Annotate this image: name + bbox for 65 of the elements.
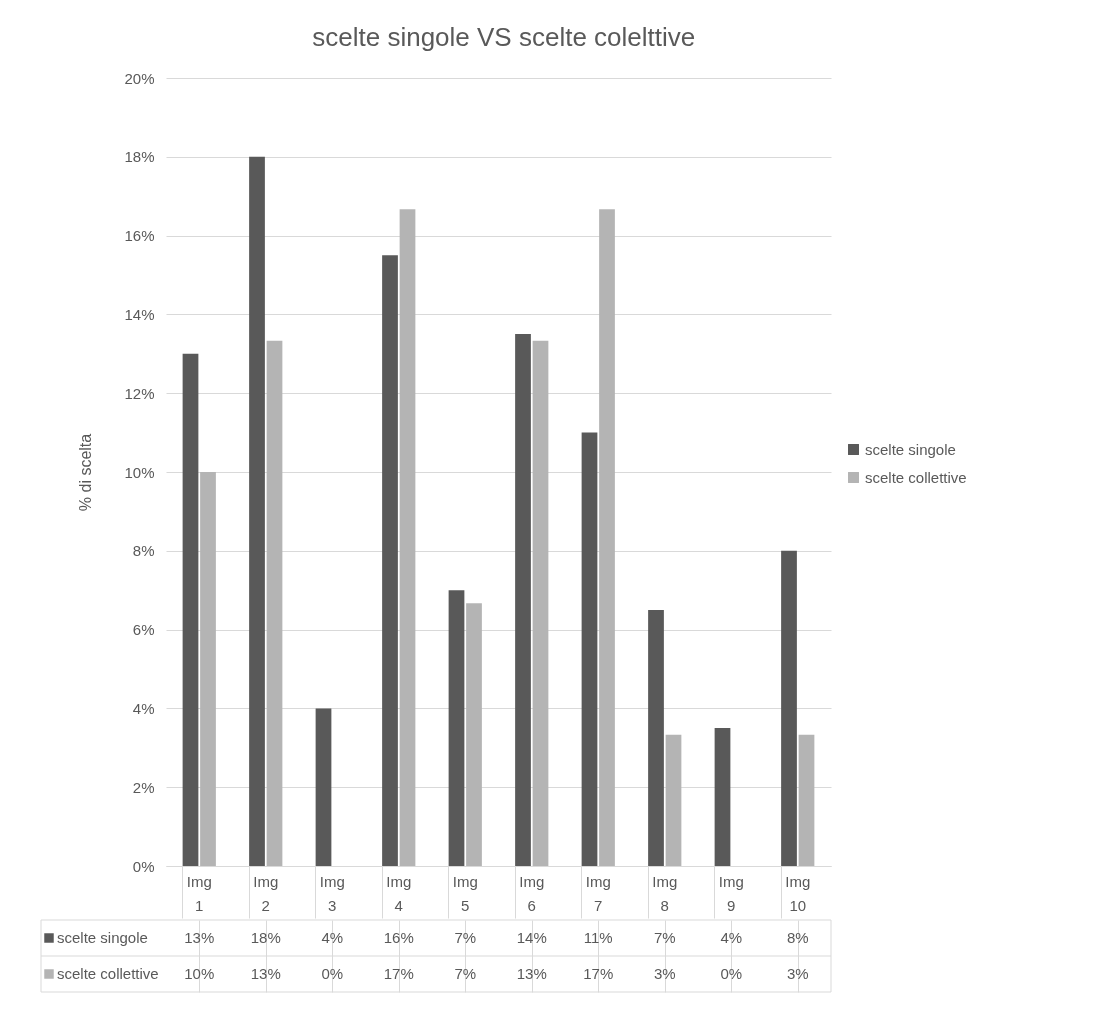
x-tick-label: Img 6: [519, 872, 545, 914]
x-tick-label: Img 10: [785, 872, 811, 914]
data-label: 4%: [321, 929, 344, 946]
bar: [581, 432, 598, 866]
x-tick-label: Img 3: [319, 872, 345, 914]
data-label: 18%: [250, 929, 281, 946]
bar: [249, 156, 265, 866]
data-label: 16%: [383, 929, 414, 946]
data-label: 7%: [454, 929, 477, 946]
x-tick-label: Img 7: [585, 872, 611, 914]
chart-title: scelte singole VS scelte colelttive: [312, 22, 696, 52]
y-tick-label: 0%: [132, 857, 155, 875]
data-label: 17%: [383, 965, 414, 982]
y-axis-title: % di scelta: [77, 433, 95, 512]
bar: [599, 209, 615, 866]
bar: [781, 550, 797, 866]
y-tick-label: 4%: [132, 699, 155, 717]
data-label: 13%: [184, 929, 215, 946]
data-label: 17%: [583, 965, 614, 982]
x-tick-label: Img 8: [652, 872, 678, 914]
bar: [448, 590, 465, 866]
data-label: 8%: [786, 929, 809, 946]
bar: [399, 209, 416, 866]
bar: [315, 708, 332, 866]
y-tick-label: 20%: [124, 69, 155, 87]
y-tick-label: 18%: [124, 148, 155, 166]
bar: [665, 734, 682, 866]
data-label: 13%: [516, 965, 547, 982]
bar: [266, 340, 283, 866]
bar: [466, 603, 482, 866]
legend-label: scelte collettive: [865, 468, 967, 486]
y-tick-label: 14%: [124, 305, 155, 323]
bar: [515, 334, 531, 866]
legend-label: scelte singole: [865, 440, 956, 458]
data-label: 7%: [653, 929, 676, 946]
bar: [182, 353, 199, 866]
data-label: 4%: [720, 929, 743, 946]
x-tick-label: Img 1: [186, 872, 212, 914]
data-label: 11%: [583, 929, 613, 946]
bar: [648, 609, 664, 866]
y-tick-label: 2%: [132, 778, 155, 796]
data-label: 10%: [184, 965, 215, 982]
data-label: 0%: [321, 965, 344, 982]
data-label: 3%: [653, 965, 676, 982]
data-label: 7%: [454, 965, 477, 982]
bar: [200, 472, 216, 866]
y-tick-label: 8%: [132, 542, 155, 560]
bar: [714, 728, 731, 866]
text: scelte collettive: [57, 965, 159, 982]
data-label: 0%: [720, 965, 743, 982]
y-tick-label: 6%: [132, 621, 155, 639]
data-label: 13%: [250, 965, 281, 982]
y-tick-label: 16%: [124, 227, 155, 245]
x-tick-label: Img 5: [452, 872, 478, 914]
y-tick-label: 12%: [124, 384, 155, 402]
bar: [798, 734, 815, 866]
bar: [532, 340, 549, 866]
data-label: 14%: [516, 929, 547, 946]
bar: [382, 255, 398, 866]
x-tick-label: Img 4: [386, 872, 412, 914]
x-tick-label: Img 9: [718, 872, 744, 914]
y-tick-label: 10%: [124, 463, 155, 481]
x-tick-label: Img 2: [253, 872, 279, 914]
text: scelte singole: [57, 929, 148, 946]
data-label: 3%: [786, 965, 809, 982]
